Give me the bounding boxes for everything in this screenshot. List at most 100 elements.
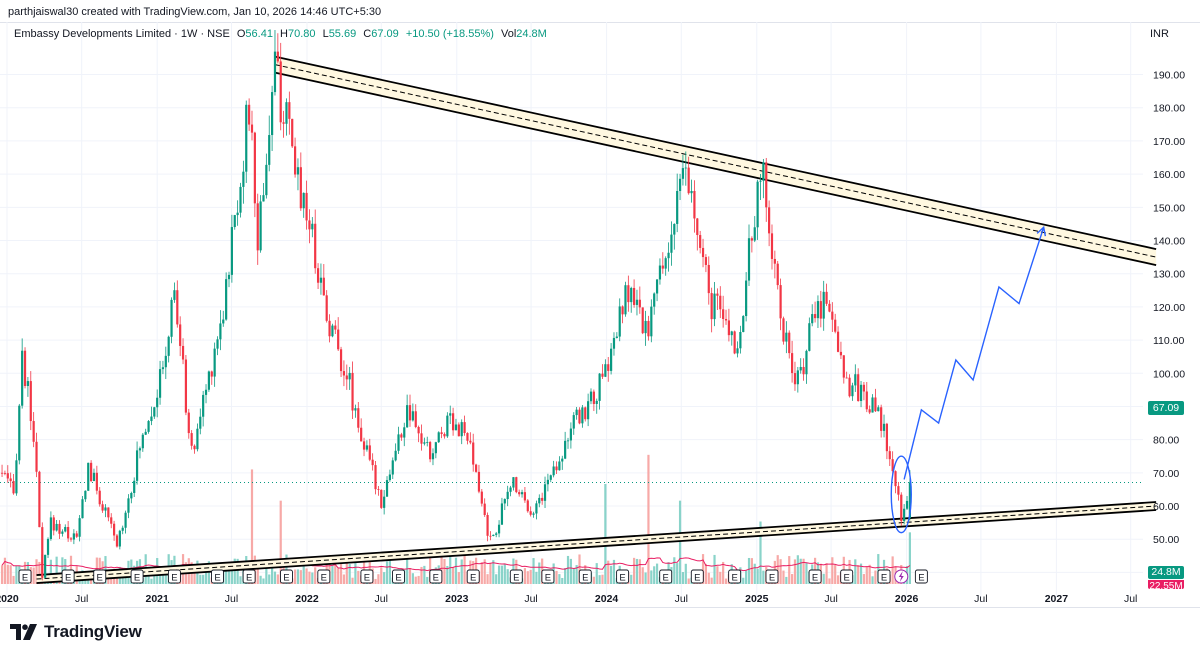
candle-body bbox=[374, 465, 377, 490]
volume-bar bbox=[908, 532, 911, 584]
volume-bar bbox=[604, 484, 607, 584]
candle-body bbox=[618, 306, 621, 337]
candle-body bbox=[95, 472, 98, 491]
candle-body bbox=[23, 350, 27, 387]
candle-body bbox=[265, 164, 268, 196]
candle-body bbox=[173, 290, 176, 300]
candle-body bbox=[118, 530, 121, 547]
volume-bar bbox=[575, 565, 578, 584]
low-value: 55.69 bbox=[328, 28, 357, 40]
earnings-marker-label: E bbox=[513, 573, 519, 584]
time-tick-label: Jul bbox=[1124, 593, 1137, 605]
candle-body bbox=[592, 391, 595, 404]
tradingview-brand[interactable]: TradingView bbox=[10, 622, 142, 642]
earnings-marker-label: E bbox=[769, 573, 775, 584]
earnings-marker bbox=[317, 569, 331, 584]
candle-body bbox=[400, 434, 403, 438]
candle-body bbox=[383, 496, 386, 508]
candle-body bbox=[328, 320, 331, 337]
highlight-ellipse[interactable] bbox=[890, 455, 912, 534]
candle-body bbox=[495, 533, 498, 535]
volume-bar bbox=[15, 565, 18, 584]
candle-body bbox=[308, 220, 311, 230]
candle-body bbox=[877, 407, 880, 412]
volume-bar bbox=[305, 568, 308, 584]
earnings-marker bbox=[877, 569, 891, 584]
candle-body bbox=[492, 534, 495, 536]
volume-bar bbox=[204, 564, 208, 584]
volume-bar bbox=[225, 562, 228, 584]
volume-bar bbox=[35, 559, 38, 584]
candle-body bbox=[564, 440, 567, 459]
earnings-marker bbox=[360, 569, 374, 584]
volume-bar bbox=[612, 559, 616, 584]
candle-body bbox=[426, 442, 429, 443]
candle-body bbox=[110, 517, 113, 524]
candle-body bbox=[532, 513, 535, 515]
volume-bar bbox=[854, 559, 857, 584]
volume-bar bbox=[314, 567, 317, 584]
time-axis[interactable]: 2020 Jul 2021 Jul 2022 Jul 2023 Jul 2024 Jul 2025 J… bbox=[0, 593, 1137, 605]
upper-trend-channel[interactable] bbox=[274, 55, 1157, 266]
price-axis[interactable]: 40.0050.0060.0070.0080.0090.00100.00110.… bbox=[1153, 70, 1185, 580]
volume-bar bbox=[293, 569, 297, 584]
channel-border-top bbox=[274, 55, 1157, 250]
candle-body bbox=[222, 319, 225, 324]
candle-body bbox=[242, 171, 245, 187]
candle-body bbox=[72, 533, 75, 540]
candle-body bbox=[480, 491, 483, 504]
projection-path[interactable] bbox=[903, 227, 1045, 480]
volume-bar bbox=[0, 565, 4, 584]
volume-bar bbox=[449, 555, 452, 584]
candle-body bbox=[693, 190, 696, 219]
volume-bar bbox=[713, 554, 716, 584]
candle-body bbox=[681, 168, 685, 179]
volume-bar bbox=[632, 557, 636, 584]
candle-body bbox=[834, 319, 837, 332]
candle-body bbox=[788, 332, 791, 354]
volume-bar bbox=[331, 565, 334, 584]
currency-label[interactable]: INR bbox=[1150, 28, 1169, 40]
candle-body bbox=[658, 265, 662, 280]
price-tick-label: 180.00 bbox=[1153, 103, 1185, 115]
candle-body bbox=[101, 504, 104, 511]
earnings-marker bbox=[429, 569, 443, 584]
candle-body bbox=[305, 192, 308, 221]
volume-bar bbox=[463, 555, 466, 584]
volume-bar bbox=[273, 571, 277, 584]
volume-bar bbox=[503, 564, 506, 584]
volume-bar bbox=[239, 576, 242, 584]
price-tick-label: 150.00 bbox=[1153, 202, 1185, 214]
candle-body bbox=[813, 314, 817, 319]
earnings-marker bbox=[659, 569, 673, 584]
channel-border-top bbox=[36, 501, 1157, 576]
earnings-marker-label: E bbox=[171, 573, 177, 584]
volume-bar bbox=[610, 565, 613, 584]
candle-body bbox=[526, 500, 529, 512]
volume-bar bbox=[55, 556, 58, 584]
candle-body bbox=[170, 299, 173, 337]
candle-body bbox=[397, 434, 400, 451]
volume-bar bbox=[805, 562, 808, 584]
lower-trend-channel[interactable] bbox=[36, 501, 1157, 584]
candle-body bbox=[541, 497, 544, 501]
candle-body bbox=[572, 415, 575, 429]
candle-body bbox=[710, 293, 713, 320]
earnings-marker bbox=[914, 569, 928, 584]
earnings-marker bbox=[690, 569, 704, 584]
candle-body bbox=[747, 238, 751, 281]
time-tick-label: 2023 bbox=[445, 593, 469, 605]
candle-body bbox=[687, 167, 690, 194]
high-value: 70.80 bbox=[287, 28, 316, 40]
volume-bar bbox=[750, 558, 753, 584]
time-tick-label: Jul bbox=[375, 593, 388, 605]
candle-body bbox=[150, 416, 153, 422]
candle-body bbox=[334, 325, 337, 330]
volume-bar bbox=[385, 561, 389, 584]
symbol-title[interactable]: Embassy Developments Limited · 1W · NSE bbox=[14, 28, 230, 40]
volume-bar bbox=[710, 577, 713, 584]
change-value: +10.50 (+18.55%) bbox=[405, 28, 494, 40]
earnings-marker bbox=[167, 569, 181, 584]
time-tick-label: Jul bbox=[225, 593, 238, 605]
